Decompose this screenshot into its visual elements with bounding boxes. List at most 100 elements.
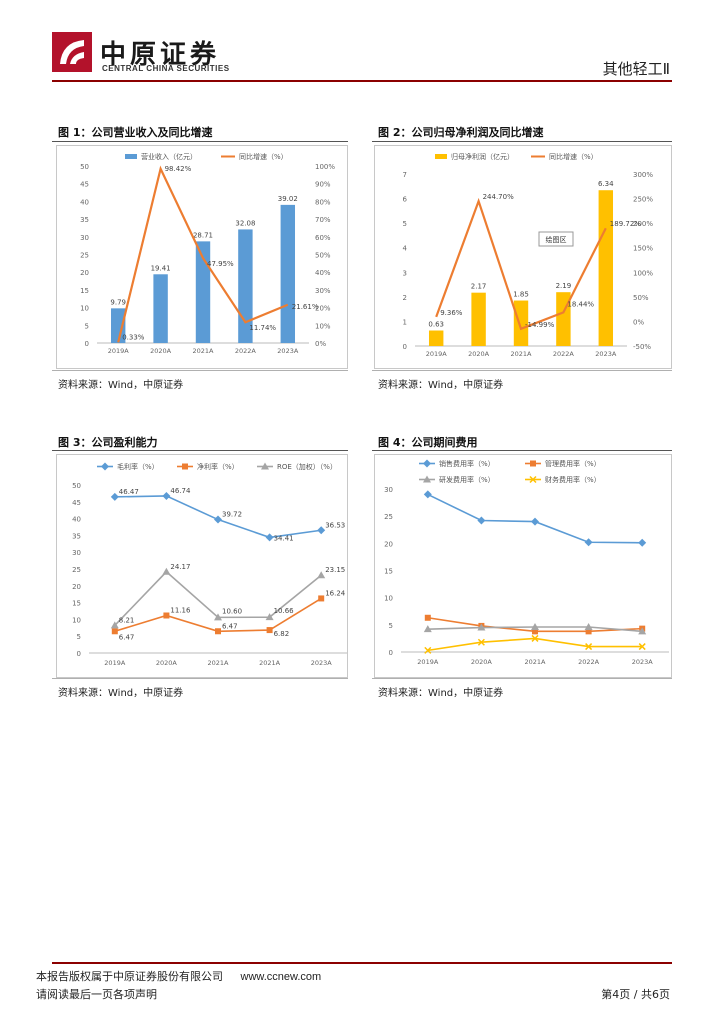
- data-point: [424, 614, 431, 621]
- plot-area-tooltip-text: 绘图区: [546, 235, 567, 244]
- data-point: [638, 627, 647, 635]
- x-tick-label: 2023A: [632, 658, 654, 666]
- line-data-label: 244.70%: [483, 193, 514, 201]
- y-right-tick-label: 0%: [633, 318, 644, 326]
- y-right-tick-label: 80%: [315, 198, 331, 206]
- line-data-label: 0.33%: [122, 333, 145, 341]
- bar: [598, 190, 614, 346]
- data-label: 39.72: [222, 511, 242, 519]
- figure-3-title: 图 3：公司盈利能力: [58, 436, 158, 449]
- data-label: 6.47: [222, 622, 238, 630]
- y-left-tick-label: 3: [403, 269, 407, 277]
- bar: [153, 274, 168, 343]
- figure-1-top-rule: [52, 141, 348, 142]
- bar: [195, 241, 211, 343]
- legend-swatch-bar: [125, 154, 137, 159]
- bar: [238, 229, 253, 343]
- y-tick-label: 0: [389, 649, 393, 657]
- x-tick-label: 2020A: [156, 659, 178, 667]
- figure-1-title: 图 1：公司营业收入及同比增速: [58, 126, 213, 139]
- website-link[interactable]: www.ccnew.com: [240, 971, 322, 983]
- data-point: [317, 526, 326, 535]
- data-point: [584, 623, 593, 631]
- brand-logo-icon: [52, 32, 92, 72]
- data-point: [638, 643, 646, 651]
- data-point: [110, 492, 119, 501]
- figure-2-title: 图 2：公司归母净利润及同比增速: [378, 126, 544, 139]
- y-tick-label: 45: [72, 499, 81, 507]
- data-point: [163, 612, 170, 619]
- legend-label: 研发费用率（%）: [439, 475, 495, 484]
- legend-marker: [101, 462, 109, 471]
- bar-data-label: 0.63: [428, 321, 444, 329]
- legend-marker: [529, 475, 537, 484]
- y-left-tick-label: 4: [403, 245, 408, 253]
- y-right-tick-label: 250%: [633, 196, 653, 204]
- y-left-tick-label: 6: [403, 196, 408, 204]
- bar-data-label: 9.79: [110, 298, 126, 306]
- data-label: 23.15: [325, 566, 345, 574]
- y-right-tick-label: 60%: [315, 234, 331, 242]
- legend-label: 管理费用率（%）: [545, 459, 601, 468]
- data-point: [110, 621, 119, 629]
- footer-rule: [52, 962, 672, 964]
- x-tick-label: 2021A: [208, 659, 230, 667]
- bar-data-label: 19.41: [151, 264, 171, 272]
- bar-data-label: 28.71: [193, 231, 213, 239]
- data-point: [423, 625, 432, 633]
- bar: [513, 300, 529, 346]
- data-label: 46.74: [170, 487, 191, 495]
- y-left-tick-label: 5: [403, 220, 407, 228]
- x-tick-label: 2019A: [417, 658, 439, 666]
- data-point: [265, 613, 274, 621]
- bar: [280, 204, 296, 343]
- legend-swatch-bar: [435, 154, 447, 159]
- x-tick-label: 2021A: [511, 350, 533, 358]
- figure-2-bottom-rule: [372, 370, 672, 371]
- legend-label-line: 同比增速（%）: [239, 152, 288, 161]
- chart-profitability: 0 5 10 15 20 25 30 35 40 45 50 2019A 2020A 2021A 2021A…: [72, 462, 347, 667]
- x-tick-label: 2023A: [311, 659, 333, 667]
- data-point: [162, 567, 171, 575]
- y-tick-label: 30: [384, 486, 393, 494]
- bar: [110, 308, 126, 343]
- figure-4-title: 图 4：公司期间费用: [378, 436, 478, 449]
- legend-label: 毛利率（%）: [117, 462, 159, 471]
- data-label: 8.21: [119, 616, 135, 624]
- bar: [471, 292, 486, 346]
- y-tick-label: 15: [72, 600, 81, 608]
- figure-1-bottom-rule: [52, 370, 348, 371]
- y-left-tick-label: 10: [80, 305, 89, 313]
- data-label: 16.24: [325, 589, 346, 597]
- data-point: [214, 515, 222, 524]
- y-tick-label: 25: [384, 513, 393, 521]
- data-point: [532, 628, 538, 635]
- footer-notice: 请阅读最后一页各项声明: [36, 988, 157, 1001]
- y-right-tick-label: 200%: [633, 220, 653, 228]
- bar-data-label: 32.08: [235, 219, 255, 227]
- data-point: [638, 538, 647, 547]
- legend-label: ROE（加权）（%）: [277, 462, 337, 471]
- y-left-tick-label: 25: [80, 252, 89, 260]
- data-point: [531, 623, 539, 631]
- data-point: [477, 638, 485, 646]
- y-right-tick-label: 50%: [633, 294, 649, 302]
- figure-4-source: 资料来源：Wind，中原证券: [378, 688, 504, 699]
- y-right-tick-label: -50%: [633, 343, 651, 351]
- legend-label: 销售费用率（%）: [439, 459, 495, 468]
- bar-data-label: 1.85: [513, 291, 529, 299]
- y-tick-label: 10: [384, 595, 393, 603]
- y-right-tick-label: 0%: [315, 340, 326, 348]
- data-point: [477, 516, 486, 525]
- x-tick-label: 2022A: [578, 658, 600, 666]
- figure-3-bottom-rule: [52, 678, 348, 679]
- figure-4-chart: 0 5 10 15 20 25 30 2019A 2020A 2021A 2022A 2023A 销售费…: [374, 454, 672, 678]
- x-tick-label: 2020A: [150, 347, 172, 355]
- data-point: [214, 613, 222, 621]
- brand-name-en: CENTRAL CHINA SECURITIES: [102, 64, 230, 73]
- data-point: [162, 491, 171, 500]
- series-line: [427, 637, 643, 652]
- data-label: 36.53: [325, 521, 345, 529]
- legend-marker: [423, 475, 431, 483]
- line-data-label: 98.42%: [165, 165, 192, 173]
